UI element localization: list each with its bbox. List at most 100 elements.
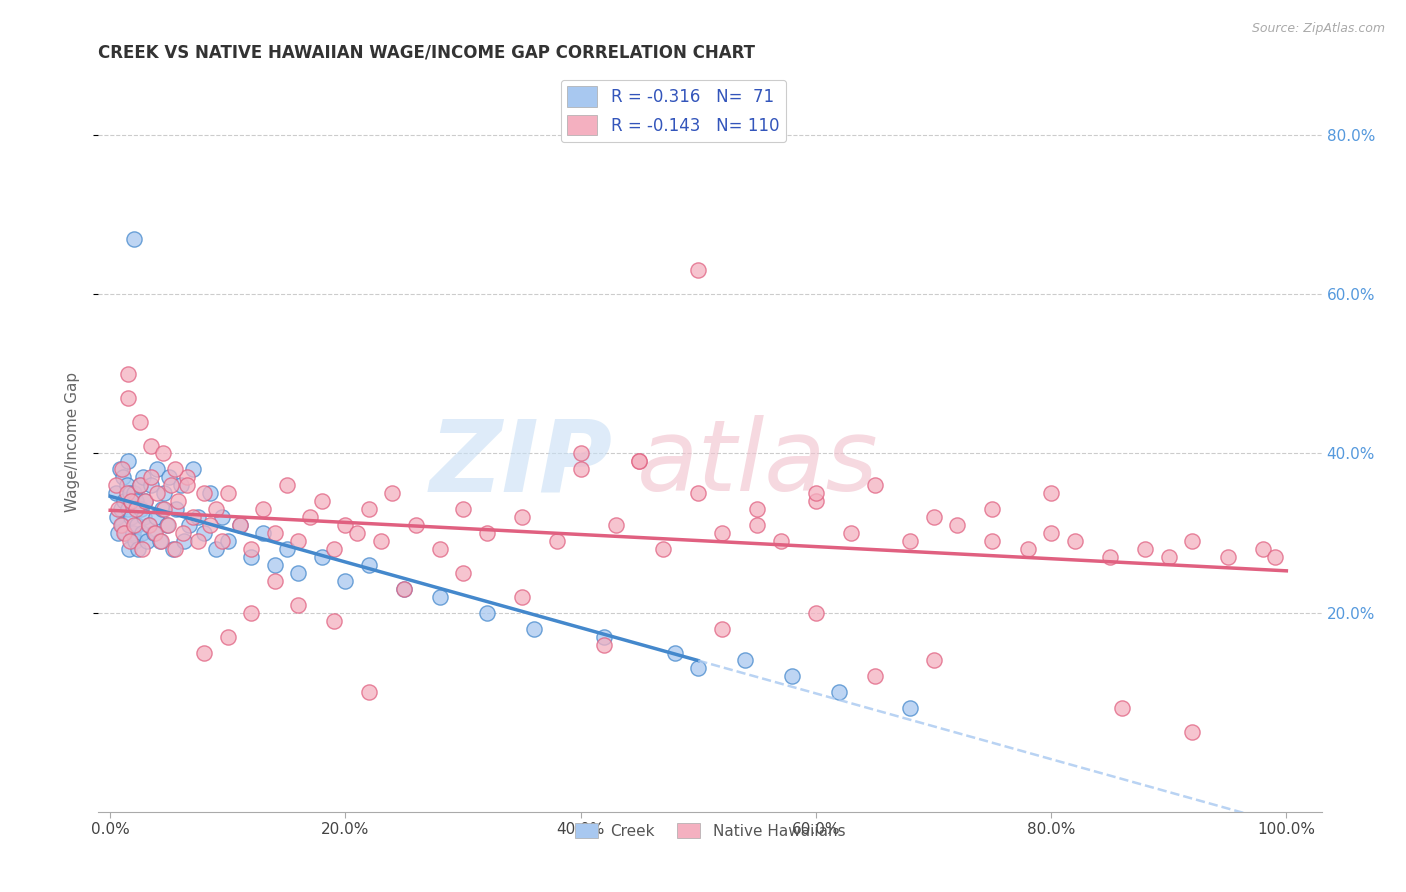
Point (228, 518, 250, 533)
Text: atlas: atlas (637, 416, 879, 512)
Point (172, 526, 194, 541)
Point (177, 518, 200, 533)
Point (205, 502, 228, 516)
Point (153, 502, 176, 516)
Point (135, 534, 157, 549)
Point (153, 486, 176, 500)
Text: CREEK VS NATIVE HAWAIIAN WAGE/INCOME GAP CORRELATION CHART: CREEK VS NATIVE HAWAIIAN WAGE/INCOME GAP… (98, 44, 755, 62)
Point (688, 486, 710, 500)
Point (114, 526, 136, 541)
Point (141, 470, 163, 484)
Point (120, 534, 142, 549)
Point (1135, 541, 1157, 556)
Point (167, 494, 190, 508)
Point (263, 574, 285, 588)
Point (804, 606, 827, 620)
Point (569, 446, 592, 460)
Point (981, 502, 1004, 516)
Point (546, 534, 568, 549)
Point (263, 558, 285, 572)
Point (510, 590, 533, 604)
Point (125, 494, 148, 508)
Point (828, 685, 851, 699)
Point (335, 518, 357, 533)
Point (475, 526, 498, 541)
Point (193, 486, 215, 500)
Point (163, 541, 186, 556)
Point (922, 510, 945, 524)
Point (131, 526, 153, 541)
Point (165, 502, 187, 516)
Point (176, 470, 198, 484)
Point (605, 518, 627, 533)
Point (311, 549, 333, 564)
Point (357, 685, 380, 699)
Point (193, 646, 215, 660)
Point (149, 534, 172, 549)
Point (593, 638, 616, 652)
Point (898, 701, 921, 715)
Y-axis label: Wage/Income Gap: Wage/Income Gap (65, 371, 80, 512)
Point (181, 462, 204, 476)
Point (429, 590, 451, 604)
Point (117, 502, 139, 516)
Point (357, 502, 380, 516)
Point (142, 526, 165, 541)
Point (193, 526, 215, 541)
Point (187, 510, 209, 524)
Point (120, 494, 142, 508)
Point (156, 518, 179, 533)
Point (217, 534, 239, 549)
Point (1157, 549, 1180, 564)
Point (111, 518, 134, 533)
Point (1251, 541, 1274, 556)
Point (1098, 549, 1121, 564)
Point (110, 502, 132, 516)
Point (392, 582, 416, 596)
Point (128, 478, 150, 492)
Point (146, 486, 169, 500)
Point (124, 534, 146, 549)
Point (381, 486, 404, 500)
Point (1063, 534, 1085, 549)
Point (710, 622, 733, 636)
Point (1111, 701, 1133, 715)
Point (160, 478, 183, 492)
Point (1040, 486, 1063, 500)
Point (276, 478, 298, 492)
Point (129, 502, 152, 516)
Point (122, 518, 145, 533)
Point (240, 541, 263, 556)
Point (1040, 526, 1063, 541)
Point (1181, 534, 1204, 549)
Point (128, 478, 150, 492)
Point (132, 470, 155, 484)
Point (110, 518, 132, 533)
Point (451, 566, 474, 580)
Point (322, 614, 344, 628)
Point (117, 454, 139, 468)
Point (263, 526, 285, 541)
Point (107, 526, 129, 541)
Legend: Creek, Native Hawaiians: Creek, Native Hawaiians (569, 816, 851, 845)
Point (863, 478, 886, 492)
Point (115, 486, 138, 500)
Point (211, 534, 233, 549)
Point (287, 534, 309, 549)
Point (120, 510, 142, 524)
Point (122, 231, 145, 245)
Point (804, 494, 827, 508)
Point (628, 454, 651, 468)
Point (112, 526, 135, 541)
Point (111, 462, 134, 476)
Point (125, 502, 148, 516)
Point (150, 502, 173, 516)
Point (105, 478, 128, 492)
Point (287, 566, 309, 580)
Point (170, 478, 193, 492)
Point (228, 518, 250, 533)
Point (475, 606, 498, 620)
Point (510, 510, 533, 524)
Point (198, 518, 221, 533)
Point (205, 541, 228, 556)
